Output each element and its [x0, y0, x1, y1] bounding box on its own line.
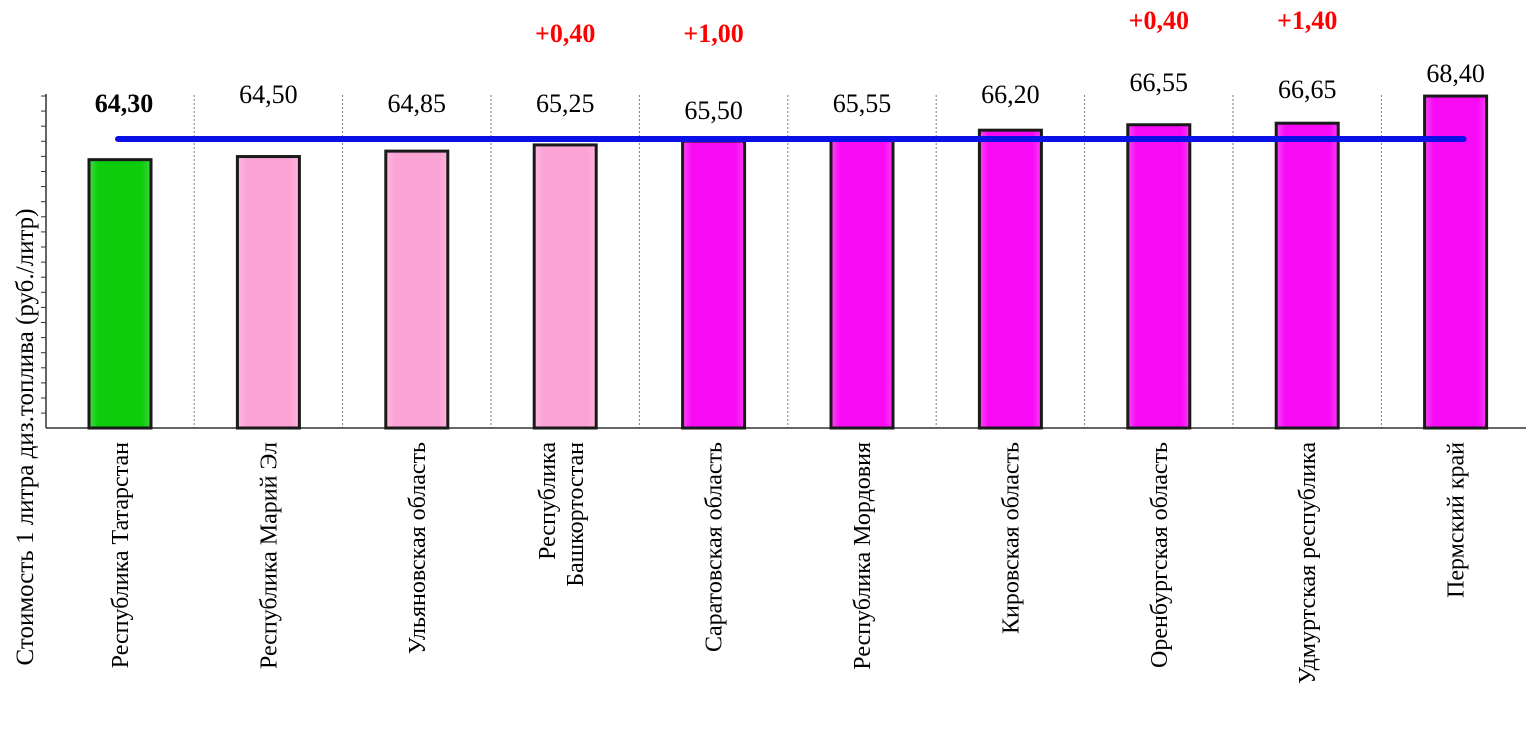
data-label: 66,65 [1278, 75, 1337, 104]
category-label: Ульяновская область [405, 442, 431, 654]
category-label: Пермский край [1444, 442, 1470, 598]
data-label: 65,50 [684, 96, 743, 125]
change-labels: +0,40 +1,00 +0,40 +1,40 [535, 6, 1337, 48]
value-labels: 64,30 64,50 64,85 65,25 65,50 65,55 66,20 66,55… [95, 59, 1485, 125]
category-label: Кировская область [998, 442, 1024, 634]
svg-text:Ульяновская область: Ульяновская область [405, 442, 431, 654]
bar [384, 149, 450, 430]
data-label: 66,20 [981, 80, 1040, 109]
bar [1423, 94, 1489, 430]
category-label: Саратовская область [702, 442, 728, 652]
category-label: Удмуртская республика [1295, 442, 1321, 684]
category-label: Оренбургская область [1147, 442, 1173, 668]
bar [235, 155, 301, 430]
change-label: +1,40 [1277, 6, 1337, 35]
change-label: +0,40 [535, 19, 595, 48]
svg-text:Кировская область: Кировская область [998, 442, 1024, 634]
svg-text:Республика Мордовия: Республика Мордовия [850, 442, 876, 670]
data-label: 66,55 [1130, 68, 1189, 97]
category-label: Республика Мордовия [850, 442, 876, 670]
svg-text:Саратовская область: Саратовская область [702, 442, 728, 652]
data-label: 64,50 [239, 80, 298, 109]
svg-text:Удмуртская республика: Удмуртская республика [1295, 442, 1321, 684]
data-label: 68,40 [1426, 59, 1485, 88]
category-label: Республика Татарстан [108, 442, 134, 668]
change-label: +1,00 [683, 19, 743, 48]
bars [87, 94, 1489, 430]
data-label: 65,55 [833, 89, 892, 118]
bar [681, 139, 747, 430]
bar [1274, 121, 1340, 430]
bar [977, 128, 1043, 430]
category-labels: Республика Татарстан Республика Марий Эл У… [108, 442, 1470, 684]
data-label: 65,25 [536, 89, 595, 118]
bar [1126, 123, 1192, 430]
svg-text:Республика: Республика [535, 442, 561, 560]
bar [87, 158, 153, 430]
data-label: 64,85 [388, 89, 447, 118]
y-axis-label: Стоимость 1 литра диз.топлива (руб./литр… [12, 209, 39, 666]
bar [829, 138, 895, 430]
svg-text:Республика Татарстан: Республика Татарстан [108, 442, 134, 668]
svg-text:Оренбургская область: Оренбургская область [1147, 442, 1173, 668]
svg-text:Башкортостан: Башкортостан [563, 442, 589, 587]
category-label: Республика Башкортостан [535, 442, 589, 587]
bar [532, 143, 598, 430]
data-label: 64,30 [95, 89, 154, 118]
svg-text:Республика Марий Эл: Республика Марий Эл [256, 442, 282, 669]
change-label: +0,40 [1129, 6, 1189, 35]
svg-text:Пермский край: Пермский край [1444, 442, 1470, 598]
category-label: Республика Марий Эл [256, 442, 282, 669]
grid-lines [193, 95, 1382, 428]
